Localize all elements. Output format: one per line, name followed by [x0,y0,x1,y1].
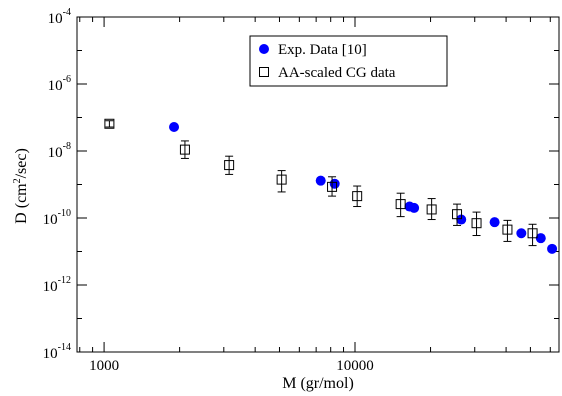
data-point-cg [502,224,513,235]
y-tick-label: 10-12 [43,275,71,295]
y-tick-label: 10-4 [48,7,71,27]
legend-marker-cg-data [259,67,269,77]
data-point-cg [276,174,287,185]
data-point-cg [224,160,235,171]
series-layer [104,118,558,254]
y-tick-label: 10-10 [43,208,71,228]
data-point-exp [409,202,420,213]
data-point-cg [527,228,538,239]
legend: Exp. Data [10] AA-scaled CG data [249,35,448,87]
data-point-cg [179,144,190,155]
legend-marker-exp-data [259,44,269,54]
legend-box [249,35,448,87]
y-axis: 10-14 10-12 10-10 10-8 10-6 10-4 [43,7,559,362]
data-point-cg [426,204,437,215]
y-tick-label: 10-8 [48,141,71,161]
y-tick-label: 10-14 [43,342,71,362]
series-cg-data [104,118,538,247]
data-point-cg [327,181,338,192]
data-point-exp [456,214,467,225]
legend-label-exp-data: Exp. Data [10] [278,42,367,58]
x-tick-label: 1000 [89,358,119,374]
series-exp-data [169,122,558,254]
data-point-exp [315,175,326,186]
x-tick-label: 10000 [336,358,374,374]
data-point-exp [516,228,527,239]
data-point-cg [395,199,406,210]
minor-ticks [77,17,559,352]
x-axis: 1000 10000 [89,17,374,374]
data-point-exp [169,122,180,133]
y-axis-label: D (cm2/sec) [12,148,30,224]
data-point-cg [352,191,363,202]
x-axis-label: M (gr/mol) [282,375,354,392]
data-point-exp [489,217,500,228]
legend-label-cg-data: AA-scaled CG data [278,65,396,81]
data-point-cg [104,118,115,129]
y-tick-label: 10-6 [48,74,71,94]
data-point-cg [471,218,482,229]
data-point-exp [329,178,340,189]
data-point-exp [535,233,546,244]
data-point-cg [452,209,463,220]
data-point-exp [547,243,558,254]
